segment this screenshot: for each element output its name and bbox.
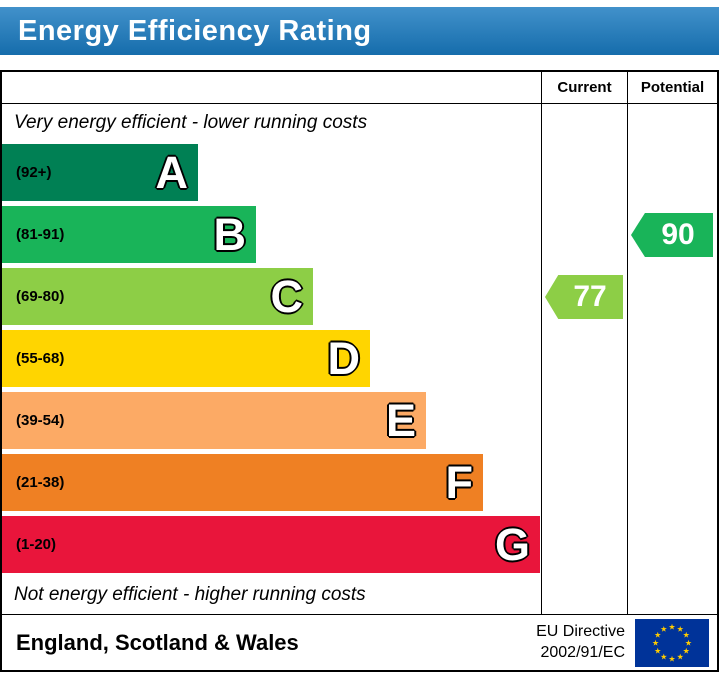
current-column-header: Current bbox=[541, 72, 627, 103]
potential-value: 90 bbox=[661, 218, 695, 251]
band-f: (21-38) F bbox=[2, 454, 483, 511]
potential-column: 90 bbox=[627, 104, 717, 614]
current-arrow: 77 bbox=[545, 275, 623, 319]
page-title: Energy Efficiency Rating bbox=[18, 14, 372, 47]
band-row: (81-91) B bbox=[2, 204, 541, 266]
epc-chart-frame: Current Potential Very energy efficient … bbox=[0, 70, 719, 672]
band-range: (69-80) bbox=[16, 288, 65, 305]
bottom-note: Not energy efficient - higher running co… bbox=[14, 584, 366, 605]
current-value: 77 bbox=[573, 280, 607, 313]
eu-directive-text: EU Directive 2002/91/EC bbox=[536, 622, 625, 664]
chart-header-row: Current Potential bbox=[2, 72, 717, 104]
band-letter: A bbox=[155, 147, 189, 198]
band-range: (1-20) bbox=[16, 536, 57, 553]
band-range: (39-54) bbox=[16, 412, 65, 429]
title-bar: Energy Efficiency Rating bbox=[0, 7, 719, 55]
band-letter: C bbox=[270, 271, 304, 322]
eu-directive-line1: EU Directive bbox=[536, 622, 625, 640]
band-a: (92+) A bbox=[2, 144, 198, 201]
band-row: (69-80) C bbox=[2, 266, 541, 328]
bands-area: Very energy efficient - lower running co… bbox=[2, 104, 541, 614]
band-g: (1-20) G bbox=[2, 516, 540, 573]
band-row: (55-68) D bbox=[2, 328, 541, 390]
band-letter: B bbox=[213, 209, 247, 260]
band-range: (21-38) bbox=[16, 474, 65, 491]
band-row: (39-54) E bbox=[2, 390, 541, 452]
potential-column-header: Potential bbox=[627, 72, 717, 103]
band-row: (21-38) F bbox=[2, 452, 541, 514]
band-range: (92+) bbox=[16, 164, 52, 181]
band-row: (92+) A bbox=[2, 142, 541, 204]
potential-arrow: 90 bbox=[631, 213, 713, 257]
band-letter: E bbox=[385, 395, 416, 446]
band-letter: G bbox=[494, 519, 530, 570]
band-c: (69-80) C bbox=[2, 268, 313, 325]
top-note: Very energy efficient - lower running co… bbox=[14, 112, 368, 133]
eu-directive-line2: 2002/91/EC bbox=[540, 643, 625, 661]
band-e: (39-54) E bbox=[2, 392, 426, 449]
footer: England, Scotland & Wales EU Directive 2… bbox=[2, 614, 717, 670]
band-letter: D bbox=[327, 333, 361, 384]
chart-body: Very energy efficient - lower running co… bbox=[2, 104, 717, 614]
band-column-header bbox=[2, 72, 541, 103]
band-range: (55-68) bbox=[16, 350, 65, 367]
band-range: (81-91) bbox=[16, 226, 65, 243]
band-d: (55-68) D bbox=[2, 330, 370, 387]
current-column: 77 bbox=[541, 104, 627, 614]
band-row: (1-20) G bbox=[2, 514, 541, 576]
band-letter: F bbox=[445, 457, 474, 508]
eu-flag-icon bbox=[635, 618, 709, 667]
region-label: England, Scotland & Wales bbox=[16, 629, 299, 655]
band-b: (81-91) B bbox=[2, 206, 256, 263]
